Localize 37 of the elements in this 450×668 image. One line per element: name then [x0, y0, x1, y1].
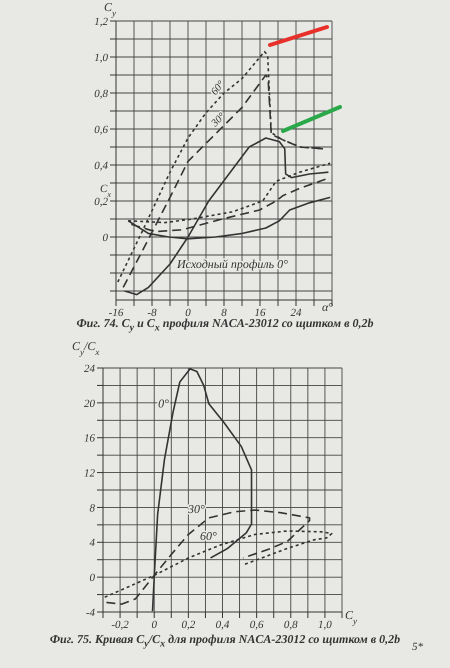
text: Фиг. 74. C$_{y}$ и C$_{x}$ профиля NACA-23012 со щитком в 0,2b: [76, 316, 374, 334]
y-tick-label: 1,2: [94, 16, 108, 28]
y-tick-label: 0,6: [94, 124, 108, 136]
text: Фиг. 75. Кривая C$_{y}$/C$_{x}$ для профиля NACA-23012 со щитком в 0,2b: [50, 632, 400, 650]
x-tick-label: -16: [108, 306, 124, 319]
y-tick-label: 0: [90, 572, 96, 584]
y-tick-label: 1,0: [94, 52, 108, 64]
y-tick-label: 20: [84, 398, 96, 410]
text: 5*: [412, 641, 424, 653]
x-tick-label: 0,4: [216, 618, 230, 631]
y-tick-label: 0,2: [94, 196, 108, 208]
x-tick-label: 0,2: [181, 618, 196, 631]
y-tick-label: 0: [102, 232, 108, 244]
y-tick-label: 4: [90, 537, 96, 550]
x-tick-label: 24: [290, 306, 302, 319]
x-tick-label: 1,0: [318, 618, 332, 631]
x-axis-title: C$_{y}$: [345, 608, 358, 626]
text: 30°: [208, 110, 228, 130]
x-tick-label: 0,8: [284, 618, 298, 631]
x-tick-label: 0: [151, 618, 158, 631]
x-tick-label: -8: [147, 306, 158, 319]
y-tick-label: 16: [84, 432, 96, 445]
x-tick-label: 0,6: [250, 618, 264, 631]
x-tick-label: 0: [185, 306, 192, 319]
text: 60°: [209, 78, 228, 98]
y-tick-label: 0,8: [94, 88, 108, 100]
y-axis-title: C$_{y}$/C$_{x}$: [72, 339, 100, 357]
y-tick-label: 24: [84, 362, 96, 375]
x-tick-label: 16: [254, 306, 266, 319]
y-tick-label: 0,4: [94, 160, 108, 172]
y-tick-label: 8: [90, 502, 96, 514]
y-tick-label: 12: [84, 467, 96, 480]
x-tick-label: -0,2: [111, 618, 130, 631]
text: C$_{x}$: [100, 183, 112, 198]
x-tick-label: 8: [221, 306, 228, 319]
y-axis-title: C$_{y}$: [104, 0, 116, 18]
y-tick-label: -4: [86, 606, 96, 619]
